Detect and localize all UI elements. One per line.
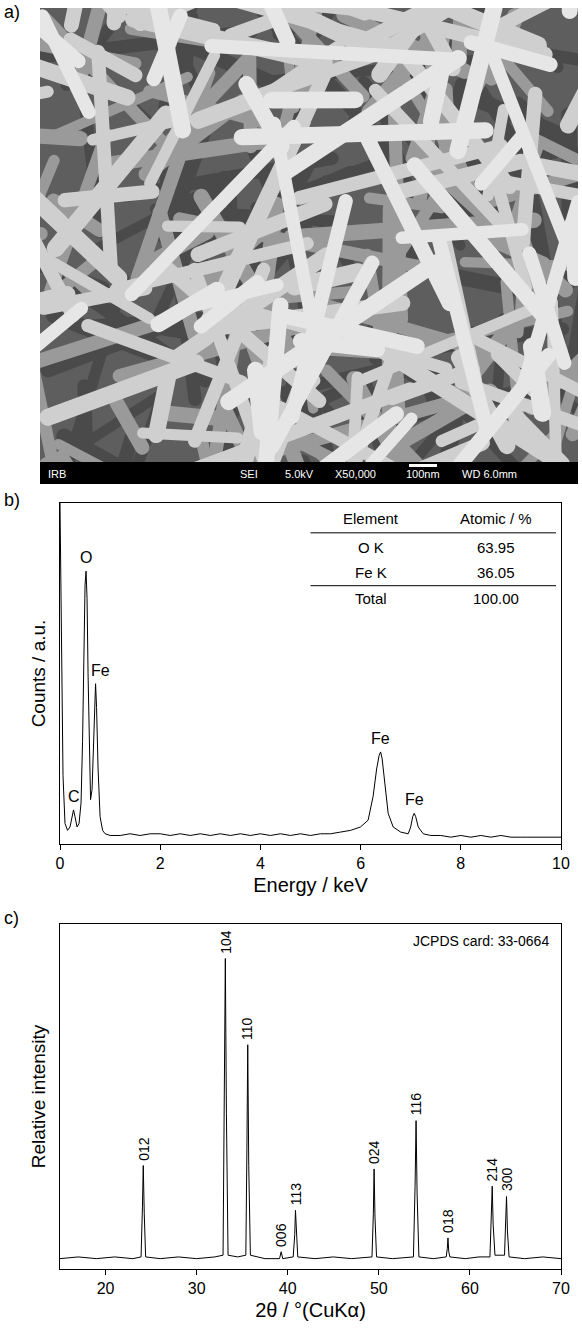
svg-text:IRB: IRB bbox=[48, 468, 66, 480]
svg-text:Fe: Fe bbox=[91, 662, 110, 679]
svg-text:Fe K: Fe K bbox=[355, 564, 387, 581]
svg-text:X50,000: X50,000 bbox=[335, 468, 376, 480]
svg-text:SEI: SEI bbox=[240, 468, 258, 480]
svg-text:2θ / °(CuKα): 2θ / °(CuKα) bbox=[255, 1299, 366, 1321]
svg-text:C: C bbox=[68, 788, 80, 805]
svg-text:Fe: Fe bbox=[405, 791, 424, 808]
svg-text:WD 6.0mm: WD 6.0mm bbox=[462, 468, 517, 480]
svg-text:006: 006 bbox=[273, 1223, 289, 1247]
svg-text:O K: O K bbox=[358, 539, 384, 556]
svg-text:O: O bbox=[80, 549, 92, 566]
svg-text:Energy / keV: Energy / keV bbox=[253, 874, 368, 896]
svg-text:6: 6 bbox=[356, 855, 365, 872]
svg-text:30: 30 bbox=[188, 1280, 206, 1297]
svg-text:50: 50 bbox=[370, 1280, 388, 1297]
svg-text:Element: Element bbox=[343, 510, 399, 527]
html-text:a): a) bbox=[4, 2, 20, 22]
svg-text:10: 10 bbox=[552, 855, 570, 872]
svg-text:60: 60 bbox=[461, 1280, 479, 1297]
svg-text:018: 018 bbox=[440, 1209, 456, 1233]
svg-text:100.00: 100.00 bbox=[473, 590, 519, 607]
svg-text:20: 20 bbox=[97, 1280, 115, 1297]
svg-text:70: 70 bbox=[552, 1280, 570, 1297]
svg-text:63.95: 63.95 bbox=[477, 539, 515, 556]
svg-text:100nm: 100nm bbox=[406, 468, 440, 480]
svg-text:JCPDS card: 33-0664: JCPDS card: 33-0664 bbox=[413, 933, 549, 949]
svg-text:110: 110 bbox=[239, 1017, 255, 1040]
svg-text:116: 116 bbox=[408, 1093, 424, 1116]
html-text:b): b) bbox=[4, 490, 20, 510]
svg-text:Fe: Fe bbox=[371, 730, 390, 747]
html-text:c): c) bbox=[4, 908, 19, 928]
svg-text:Counts / a.u.: Counts / a.u. bbox=[28, 620, 49, 728]
svg-text:40: 40 bbox=[279, 1280, 297, 1297]
svg-text:300: 300 bbox=[499, 1168, 515, 1192]
svg-text:8: 8 bbox=[456, 855, 465, 872]
svg-text:2: 2 bbox=[156, 855, 165, 872]
svg-text:5.0kV: 5.0kV bbox=[285, 468, 314, 480]
svg-text:012: 012 bbox=[136, 1137, 152, 1161]
svg-text:104: 104 bbox=[218, 930, 234, 954]
svg-text:024: 024 bbox=[366, 1140, 382, 1164]
svg-text:Total: Total bbox=[355, 590, 387, 607]
svg-text:Relative intensity: Relative intensity bbox=[28, 1024, 49, 1168]
svg-text:Atomic / %: Atomic / % bbox=[460, 510, 532, 527]
svg-text:36.05: 36.05 bbox=[477, 564, 515, 581]
svg-text:4: 4 bbox=[256, 855, 265, 872]
svg-text:0: 0 bbox=[56, 855, 65, 872]
svg-text:113: 113 bbox=[288, 1183, 304, 1206]
svg-text:214: 214 bbox=[484, 1158, 500, 1182]
